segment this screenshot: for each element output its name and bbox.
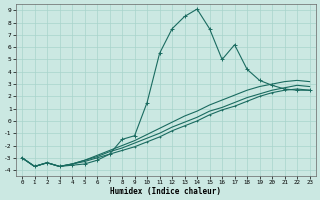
X-axis label: Humidex (Indice chaleur): Humidex (Indice chaleur) [110,187,221,196]
